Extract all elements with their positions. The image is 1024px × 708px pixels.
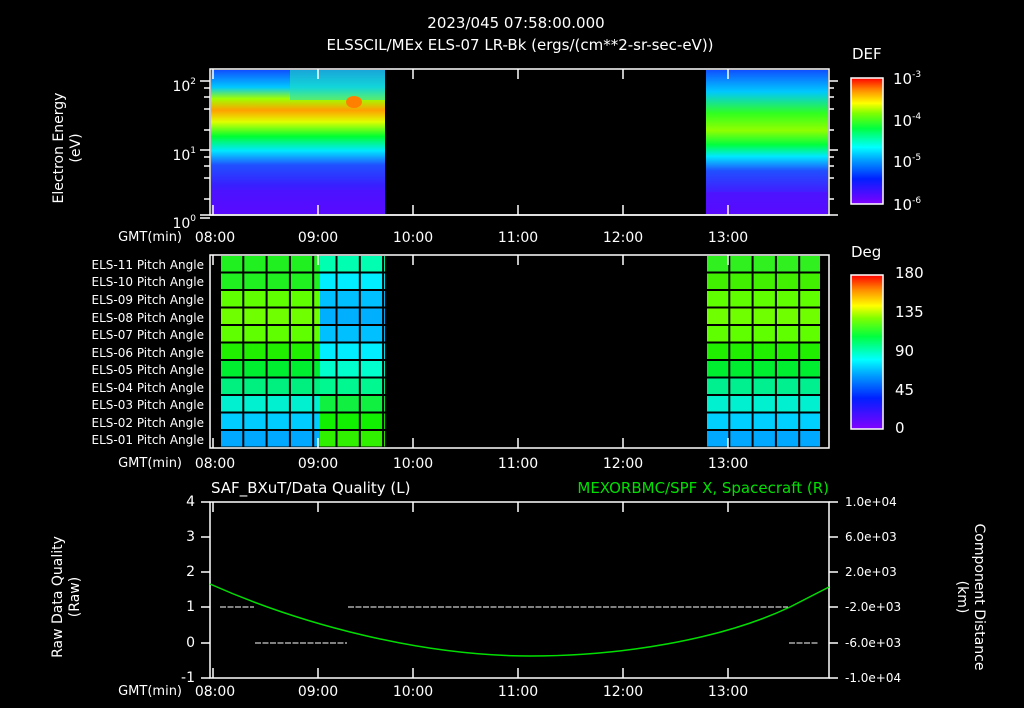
distance-ylabel: Component Distance (km)	[954, 523, 987, 671]
deg-colorbar-title: Deg	[851, 243, 882, 261]
data-quality-series	[220, 606, 818, 644]
def-tick: 10-3	[893, 70, 922, 88]
def-tick: 10-5	[893, 153, 922, 171]
deg-colorbar	[850, 274, 884, 430]
quality-ylabel: Raw Data Quality (Raw)	[50, 536, 83, 658]
def-colorbar	[850, 77, 884, 205]
deg-tick-0: 0	[895, 419, 905, 437]
spacecraft-title: MEXORBMC/SPF X, Spacecraft (R)	[577, 479, 829, 497]
energy-ylabel: Electron Energy (eV)	[51, 92, 84, 204]
energy-ytick-10: 101	[172, 146, 196, 164]
def-tick: 10-6	[893, 196, 922, 214]
plot-title: ELSSCIL/MEx ELS-07 LR-Bk (ergs/(cm**2-sr…	[326, 36, 714, 54]
plot-datetime: 2023/045 07:58:00.000	[427, 14, 605, 32]
deg-tick-135: 135	[895, 303, 924, 321]
energy-spectrogram	[211, 70, 828, 214]
spacecraft-x-series	[209, 583, 830, 657]
deg-tick-180: 180	[895, 264, 924, 282]
pitch-angle-heatmap	[220, 255, 820, 448]
energy-ytick-100: 102	[172, 77, 196, 95]
def-colorbar-title: DEF	[852, 45, 882, 63]
energy-ytick-1: 100	[172, 214, 196, 232]
deg-tick-90: 90	[895, 342, 915, 360]
quality-title: SAF_BXuT/Data Quality (L)	[211, 479, 411, 497]
def-tick: 10-4	[893, 112, 922, 130]
deg-tick-45: 45	[895, 381, 915, 399]
